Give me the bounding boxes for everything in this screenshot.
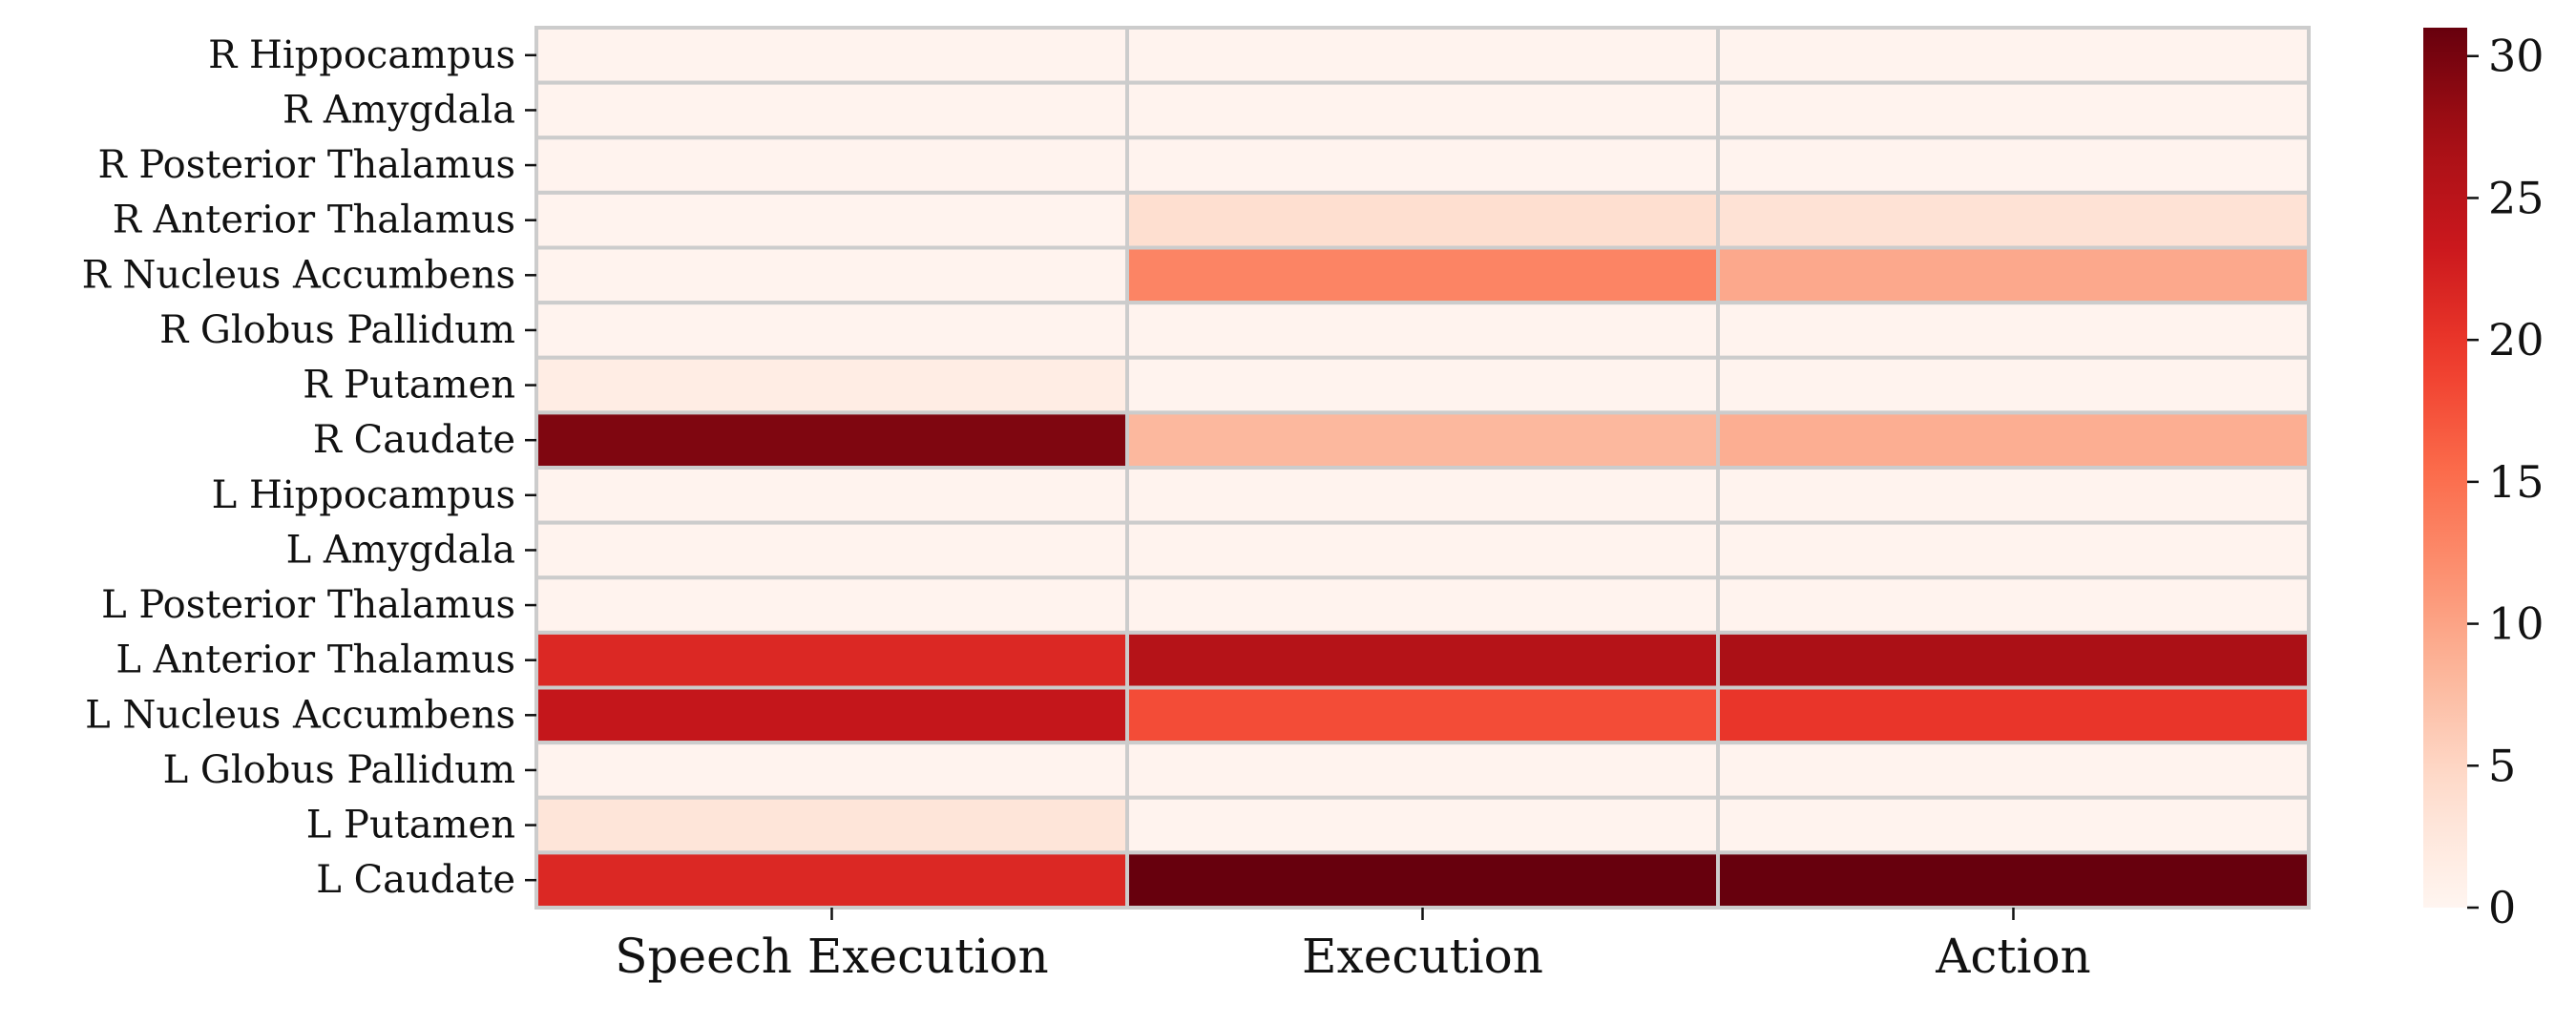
cell-l-amygdala-speech-execution <box>534 520 1129 580</box>
cell-l-nucleus-accumbens-speech-execution <box>534 685 1129 745</box>
row-label-r-amygdala: R Amygdala <box>283 88 515 132</box>
cell-l-caudate-speech-execution <box>534 850 1129 910</box>
cell-l-hippocampus-speech-execution <box>534 466 1129 525</box>
cell-r-putamen-speech-execution <box>534 355 1129 415</box>
cell-r-caudate-speech-execution <box>534 410 1129 470</box>
cell-l-caudate-action <box>1716 850 2311 910</box>
cell-l-globus-pallidum-speech-execution <box>534 741 1129 800</box>
cell-r-anterior-thalamus-action <box>1716 190 2311 250</box>
cell-l-caudate-execution <box>1125 850 1720 910</box>
cell-l-amygdala-action <box>1716 520 2311 580</box>
cell-l-putamen-execution <box>1125 795 1720 855</box>
cell-r-amygdala-execution <box>1125 80 1720 140</box>
row-label-l-caudate: L Caudate <box>316 858 515 902</box>
cell-r-globus-pallidum-action <box>1716 301 2311 360</box>
row-label-l-anterior-thalamus: L Anterior Thalamus <box>115 638 515 682</box>
colorbar-tick-label-15: 15 <box>2488 456 2545 508</box>
cell-l-putamen-action <box>1716 795 2311 855</box>
row-label-l-putamen: L Putamen <box>306 804 515 847</box>
colorbar-tick-label-10: 10 <box>2488 598 2545 650</box>
cell-r-hippocampus-action <box>1716 26 2311 85</box>
row-label-r-nucleus-accumbens: R Nucleus Accumbens <box>82 253 515 297</box>
cell-l-anterior-thalamus-action <box>1716 630 2311 690</box>
row-label-r-anterior-thalamus: R Anterior Thalamus <box>113 199 515 242</box>
cell-l-anterior-thalamus-speech-execution <box>534 630 1129 690</box>
column-label-execution: Execution <box>1302 929 1543 984</box>
cell-r-globus-pallidum-speech-execution <box>534 301 1129 360</box>
cell-r-globus-pallidum-execution <box>1125 301 1720 360</box>
cell-l-posterior-thalamus-execution <box>1125 575 1720 635</box>
cell-l-hippocampus-action <box>1716 466 2311 525</box>
cell-l-nucleus-accumbens-action <box>1716 685 2311 745</box>
cell-l-nucleus-accumbens-execution <box>1125 685 1720 745</box>
row-label-r-posterior-thalamus: R Posterior Thalamus <box>98 143 515 187</box>
cell-l-globus-pallidum-action <box>1716 741 2311 800</box>
cell-l-posterior-thalamus-speech-execution <box>534 575 1129 635</box>
row-label-l-nucleus-accumbens: L Nucleus Accumbens <box>85 693 515 737</box>
row-label-r-hippocampus: R Hippocampus <box>208 33 515 77</box>
cell-l-anterior-thalamus-execution <box>1125 630 1720 690</box>
cell-r-hippocampus-execution <box>1125 26 1720 85</box>
row-label-r-caudate: R Caudate <box>313 418 515 462</box>
cell-r-posterior-thalamus-action <box>1716 136 2311 195</box>
colorbar-tick-label-25: 25 <box>2488 172 2545 223</box>
row-label-l-amygdala: L Amygdala <box>286 528 515 572</box>
column-label-speech-execution: Speech Execution <box>615 929 1048 984</box>
cell-r-nucleus-accumbens-action <box>1716 245 2311 305</box>
row-axis: R Hippocampus R Amygdala R Posterior Thala… <box>82 33 536 902</box>
row-label-r-globus-pallidum: R Globus Pallidum <box>159 308 515 352</box>
cell-r-caudate-execution <box>1125 410 1720 470</box>
colorbar-gradient <box>2423 28 2467 908</box>
colorbar-tick-label-5: 5 <box>2488 740 2516 791</box>
row-label-l-globus-pallidum: L Globus Pallidum <box>163 748 515 792</box>
colorbar-tick-label-0: 0 <box>2488 882 2516 933</box>
cell-l-putamen-speech-execution <box>534 795 1129 855</box>
heatmap-cells <box>534 26 2311 910</box>
cell-r-anterior-thalamus-execution <box>1125 190 1720 250</box>
colorbar-tick-label-30: 30 <box>2488 31 2545 82</box>
row-label-r-putamen: R Putamen <box>303 364 515 408</box>
cell-r-anterior-thalamus-speech-execution <box>534 190 1129 250</box>
colorbar-tick-label-20: 20 <box>2488 314 2545 366</box>
colorbar: 0 5 10 15 20 25 30 <box>2423 28 2545 933</box>
column-axis: Speech Execution Execution Action <box>615 908 2091 984</box>
cell-r-caudate-action <box>1716 410 2311 470</box>
column-label-action: Action <box>1935 929 2091 984</box>
cell-l-amygdala-execution <box>1125 520 1720 580</box>
row-label-l-hippocampus: L Hippocampus <box>212 473 515 517</box>
cell-r-hippocampus-speech-execution <box>534 26 1129 85</box>
cell-l-posterior-thalamus-action <box>1716 575 2311 635</box>
cell-r-posterior-thalamus-speech-execution <box>534 136 1129 195</box>
cell-l-hippocampus-execution <box>1125 466 1720 525</box>
cell-r-putamen-execution <box>1125 355 1720 415</box>
cell-r-nucleus-accumbens-execution <box>1125 245 1720 305</box>
cell-r-posterior-thalamus-execution <box>1125 136 1720 195</box>
cell-r-putamen-action <box>1716 355 2311 415</box>
row-label-l-posterior-thalamus: L Posterior Thalamus <box>101 583 515 627</box>
cell-r-amygdala-action <box>1716 80 2311 140</box>
cell-l-globus-pallidum-execution <box>1125 741 1720 800</box>
cell-r-amygdala-speech-execution <box>534 80 1129 140</box>
cell-r-nucleus-accumbens-speech-execution <box>534 245 1129 305</box>
